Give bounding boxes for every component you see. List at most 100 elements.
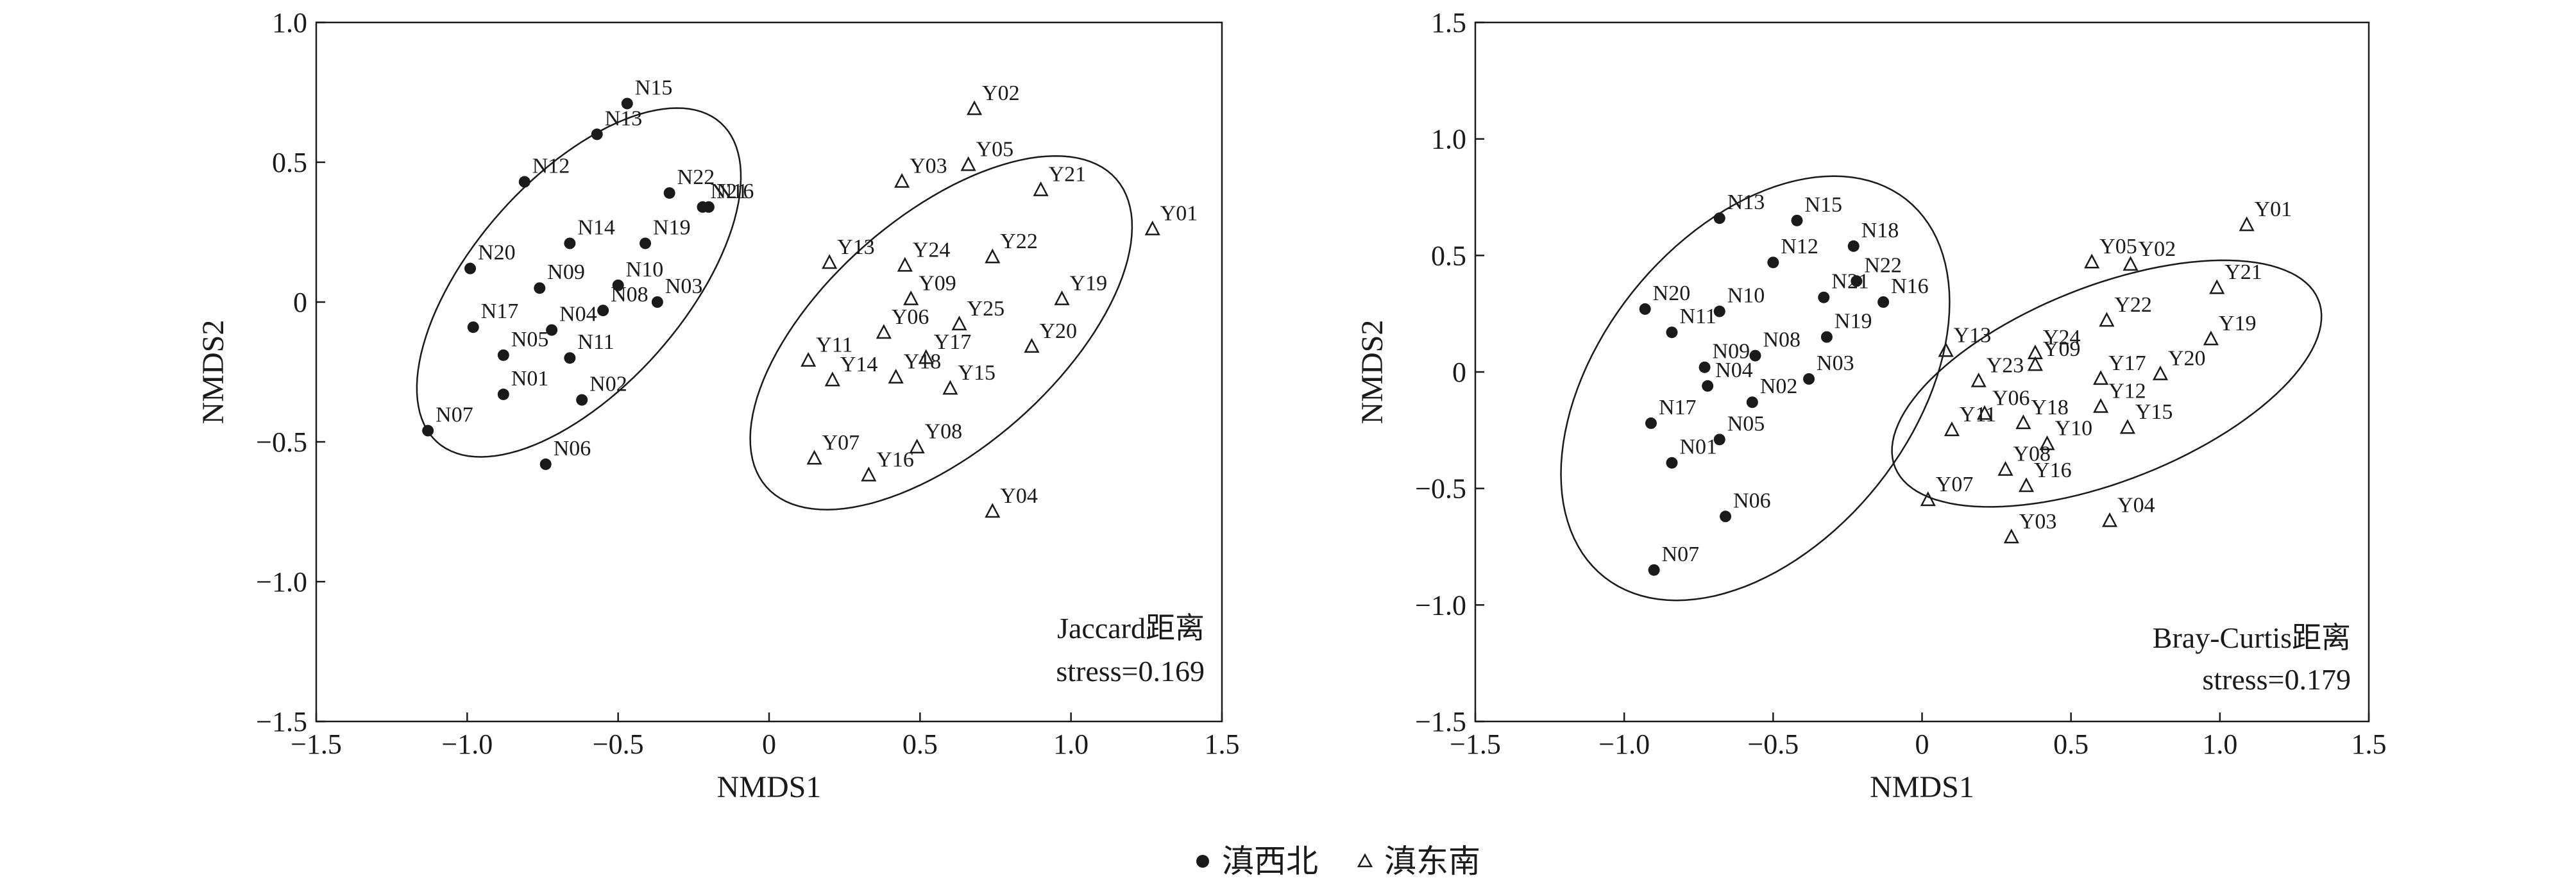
point-label-n14: N14 [577,215,615,239]
point-label-y17: Y17 [934,330,972,354]
point-label-y09: Y09 [2043,337,2081,361]
point-label-y13: Y13 [1954,323,1992,347]
point-label-n22: N22 [677,165,715,189]
point-label-n06: N06 [1733,489,1771,512]
point-label-n19: N19 [1835,310,1872,333]
point-label-n20: N20 [1653,282,1691,305]
point-label-y07: Y07 [822,431,860,455]
distance-metric-label: Jaccard距离 [1057,612,1205,645]
point-label-y15: Y15 [2135,400,2173,424]
confidence-ellipse-1 [1560,175,1951,602]
point-label-n20: N20 [478,241,516,265]
y-tick-label: −1.5 [1415,706,1466,738]
x-tick-label: −1.0 [1598,729,1650,760]
point-n07 [1648,564,1660,576]
point-y18 [888,369,904,384]
point-label-n15: N15 [1804,193,1842,217]
point-y11 [1944,421,1960,437]
point-y12 [2093,398,2109,413]
point-label-y08: Y08 [925,420,963,444]
point-label-n02: N02 [1760,375,1798,398]
point-label-y03: Y03 [2019,510,2057,534]
point-n12 [1767,257,1779,269]
point-label-n09: N09 [547,260,585,284]
point-label-n07: N07 [436,403,473,427]
point-n05 [1713,434,1725,446]
point-y23 [1970,372,1987,387]
point-label-n17: N17 [481,299,519,323]
confidence-ellipse-1 [416,107,742,458]
point-label-n02: N02 [589,373,627,396]
x-tick-label: 0 [1915,729,1929,760]
y-tick-label: 1.5 [1431,7,1466,38]
point-n22 [1851,275,1863,287]
point-n06 [1720,510,1732,523]
point-label-y16: Y16 [2034,459,2072,482]
x-tick-label: −1.5 [1450,729,1501,760]
point-y15 [942,380,958,395]
point-y07 [1920,491,1936,507]
point-n08 [597,305,609,317]
point-label-y03: Y03 [910,155,947,178]
x-tick-label: 1.5 [2351,729,2387,760]
y-tick-label: 0 [293,287,307,318]
point-y04 [2101,512,2118,527]
point-n19 [640,237,652,249]
point-y16 [861,466,877,482]
point-y11 [801,351,817,367]
point-y13 [1938,342,1954,357]
point-label-n21: N21 [710,180,748,203]
point-y17 [2093,370,2109,385]
point-n01 [497,388,509,400]
point-y16 [2018,477,2035,493]
x-tick-label: 1.5 [1205,729,1240,760]
x-tick-label: −1.0 [441,729,493,760]
point-label-y02: Y02 [2139,237,2176,261]
x-tick-label: −0.5 [593,729,644,760]
point-label-y18: Y18 [904,350,942,374]
point-n13 [1713,212,1725,224]
point-label-y22: Y22 [2114,293,2152,317]
point-label-n01: N01 [511,367,549,391]
point-y06 [876,324,892,339]
x-tick-label: −1.5 [291,729,342,760]
point-n05 [497,349,509,361]
point-y15 [2119,419,2135,434]
point-n10 [1713,305,1725,317]
point-y03 [2003,528,2019,544]
point-label-n05: N05 [1727,412,1765,435]
point-label-n05: N05 [511,328,549,351]
point-label-n04: N04 [1715,358,1753,382]
point-label-y22: Y22 [1000,230,1038,253]
point-n17 [467,321,479,333]
point-label-n13: N13 [605,106,643,130]
x-tick-label: 1.0 [1053,729,1089,760]
point-n13 [591,128,603,140]
y-tick-label: −0.5 [256,426,307,458]
point-y05 [2084,253,2100,269]
point-label-y05: Y05 [2099,235,2137,258]
y-tick-label: −1.0 [256,566,307,598]
y-tick-label: 0.5 [272,147,307,178]
point-y24 [897,257,913,272]
point-y03 [894,173,910,188]
y-axis-label: NMDS2 [196,320,230,425]
charts-layer: −1.5 −1.0 −0.5 0 0.5 1.0 1.5 −1.5 −1.0 −0.5 0 0.5 1.… [196,7,2387,804]
point-label-y01: Y01 [2255,198,2292,221]
point-n07 [422,425,434,437]
y-tick-label: 0 [1452,357,1466,388]
point-y14 [824,371,840,387]
point-y25 [951,316,967,331]
point-label-n08: N08 [1763,328,1801,352]
legend-marker-triangle [1357,853,1373,868]
point-y08 [909,439,925,453]
point-label-n18: N18 [1861,219,1899,242]
stress-label: stress=0.169 [1056,655,1205,687]
point-label-y20: Y20 [2168,347,2206,371]
point-label-y01: Y01 [1160,202,1198,226]
point-label-n16: N16 [716,180,754,203]
point-label-y23: Y23 [1987,354,2024,378]
legend-label-southeast: 滇东南 [1384,843,1480,880]
point-label-n09: N09 [1713,340,1750,364]
point-label-n10: N10 [626,258,664,282]
